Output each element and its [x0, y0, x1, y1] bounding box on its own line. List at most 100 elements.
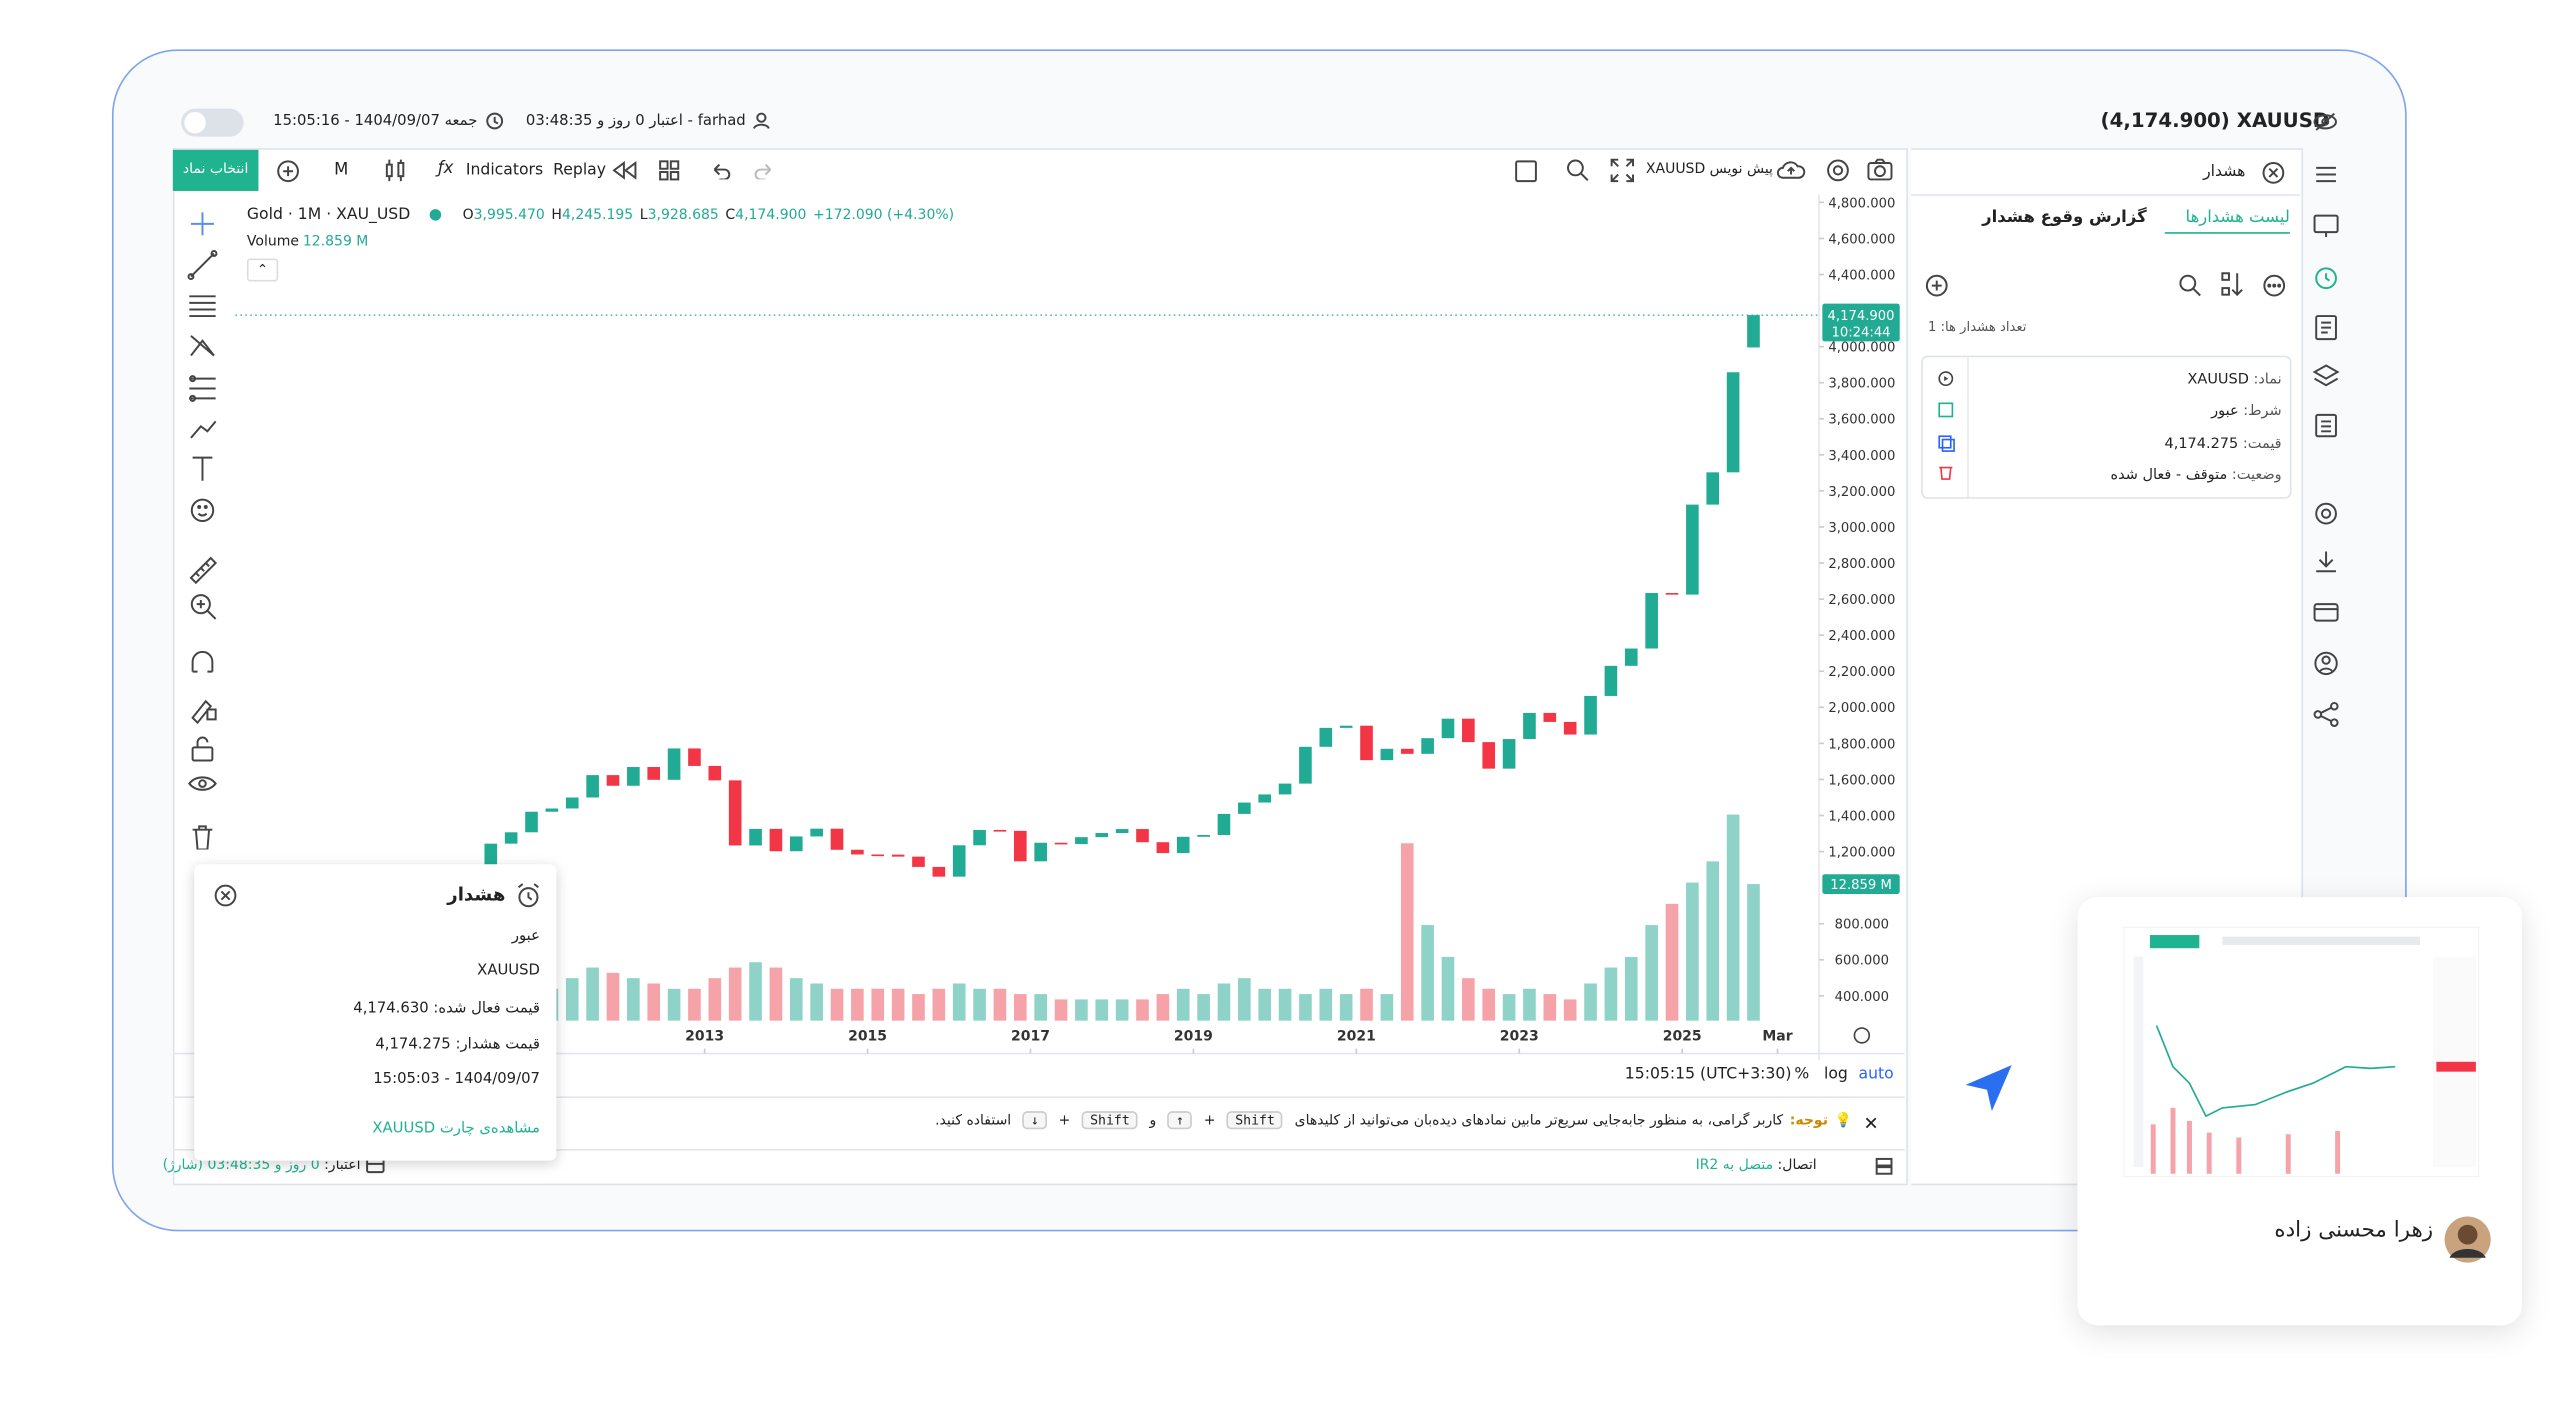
layout-icon[interactable] — [658, 160, 680, 181]
volume-bar — [830, 988, 844, 1021]
candle-body — [1034, 842, 1047, 862]
volume-bar — [1584, 983, 1597, 1021]
volume-bar — [728, 967, 742, 1021]
volume-bar — [1747, 884, 1760, 1021]
volume-bar — [1278, 988, 1292, 1021]
divider — [1967, 355, 1969, 498]
popup-close[interactable] — [214, 884, 237, 907]
select-symbol-button[interactable]: انتخاب نماد — [172, 149, 259, 191]
server-icon — [1875, 1157, 1893, 1175]
alert-row-label: نماد: — [2253, 372, 2282, 389]
candle-body — [1319, 727, 1333, 747]
y-tick-label: 2,000.000 — [1828, 701, 1895, 716]
candle-body — [993, 829, 1007, 832]
header-datetime: جمعه 1404/09/07 - 15:05:16 — [273, 113, 478, 131]
fullscreen-box-icon[interactable] — [1515, 160, 1538, 183]
candle-body — [749, 828, 762, 846]
last-volume-label: 12.859 M — [1830, 878, 1892, 893]
popup-time: 1404/09/07 - 15:05:03 — [373, 1071, 540, 1089]
candle-body — [1441, 718, 1455, 739]
theme-toggle[interactable] — [181, 108, 244, 137]
candle-body — [1299, 746, 1312, 784]
cloud-icon[interactable] — [1776, 158, 1806, 181]
candle-body — [1013, 830, 1027, 862]
drawing-toolbar[interactable] — [186, 207, 219, 850]
close-notice[interactable]: ✕ — [1863, 1112, 1879, 1135]
panel-title: هشدار — [2203, 162, 2246, 182]
notice-text: کاربر گرامی، به منظور جابه‌جایی سریع‌تر … — [1294, 1112, 1784, 1129]
candle-body — [789, 836, 803, 852]
chart-type-icon[interactable] — [384, 158, 407, 183]
alert-actions[interactable] — [1936, 369, 1956, 484]
last-price-label: 4,174.900 — [1828, 309, 1895, 324]
percent-toggle[interactable]: % — [1794, 1065, 1810, 1084]
chart-time: 15:05:15 (UTC+3:30) — [1624, 1065, 1792, 1084]
add-alert[interactable] — [1924, 273, 1949, 298]
candle-body — [484, 843, 498, 868]
connection-value: متصل به IR2 — [1695, 1157, 1774, 1174]
candle-body — [1197, 834, 1210, 837]
ohlc-legend: O3,995.470 H4,245.195 L3,928.685 C4,174.900… — [463, 207, 955, 223]
popup-row-label: قیمت فعال شده: — [433, 1000, 540, 1018]
y-tick-label: 2,600.000 — [1828, 593, 1895, 608]
volume-bar — [1726, 814, 1740, 1021]
y-tick-label: 1,400.000 — [1828, 809, 1895, 824]
replay-icon[interactable] — [611, 160, 637, 181]
volume-bar — [1238, 978, 1251, 1021]
chart-thumbnail — [2123, 926, 2480, 1178]
y-tick-label: 2,800.000 — [1828, 557, 1895, 572]
candle-body — [1584, 695, 1597, 735]
candle-body — [1462, 718, 1475, 743]
settings-icon[interactable] — [1826, 158, 1851, 183]
y-tick-label: 4,800.000 — [1828, 196, 1895, 211]
volume-bar — [1645, 925, 1658, 1021]
hide-icon[interactable] — [2313, 110, 2338, 133]
replay-button[interactable]: Replay — [553, 161, 607, 180]
volume-legend: 12.859 M — [302, 233, 369, 251]
indicators-button[interactable]: Indicators — [465, 161, 544, 180]
alert-log-tab[interactable]: گزارش وقوع هشدار — [1982, 209, 2147, 228]
key-chip: ↓ — [1022, 1111, 1048, 1130]
candle-body — [1421, 738, 1434, 754]
alert-row-value: عبور — [2211, 403, 2239, 421]
interval-button[interactable]: M — [334, 161, 349, 180]
candle-body — [871, 854, 885, 857]
side-navigation[interactable] — [2311, 161, 2341, 729]
connection-label: اتصال: — [1777, 1157, 1817, 1174]
redo-icon[interactable] — [754, 161, 774, 180]
log-toggle[interactable]: log — [1823, 1065, 1848, 1084]
sort-icon[interactable] — [2221, 272, 2246, 298]
notice-bar: 💡 توجه: کاربر گرامی، به منظور جابه‌جایی … — [856, 1111, 1852, 1130]
candle-body — [912, 856, 925, 867]
popup-link[interactable]: مشاهده‌ی چارت XAUUSD — [372, 1121, 540, 1138]
volume-bar — [1624, 956, 1638, 1021]
candle-body — [545, 808, 559, 812]
candle-body — [769, 828, 783, 852]
ohlc-value: 4,245.195 — [561, 207, 634, 224]
add-icon[interactable] — [277, 160, 300, 183]
alert-list-tab[interactable]: لیست هشدارها — [2164, 209, 2290, 234]
zoom-icon[interactable] — [1566, 158, 1591, 183]
undo-icon[interactable] — [711, 161, 731, 180]
candle-body — [1360, 725, 1373, 761]
expand-icon[interactable] — [1610, 158, 1635, 183]
more-icon[interactable] — [2262, 273, 2287, 298]
y-tick-label: 2,400.000 — [1828, 629, 1895, 644]
x-tick-label: 2013 — [685, 1028, 724, 1044]
user-icon — [753, 112, 770, 129]
alert-row-label: شرط: — [2243, 403, 2282, 421]
x-tick-label: 2023 — [1500, 1028, 1539, 1044]
volume-bar — [749, 962, 762, 1021]
camera-icon[interactable] — [1867, 158, 1893, 181]
popup-row-value: 4,174.630 — [353, 1000, 429, 1018]
candle-body — [1339, 725, 1353, 728]
candle-body — [565, 797, 579, 809]
auto-toggle[interactable]: auto — [1858, 1065, 1894, 1084]
collapse-legend[interactable]: ⌃ — [246, 258, 279, 282]
volume-bar — [769, 967, 783, 1021]
search-icon[interactable] — [2178, 273, 2203, 298]
alert-card[interactable] — [1921, 355, 2292, 499]
panel-close[interactable] — [2262, 161, 2285, 184]
volume-bar — [891, 988, 905, 1021]
fx-icon[interactable]: ƒx — [437, 159, 454, 178]
